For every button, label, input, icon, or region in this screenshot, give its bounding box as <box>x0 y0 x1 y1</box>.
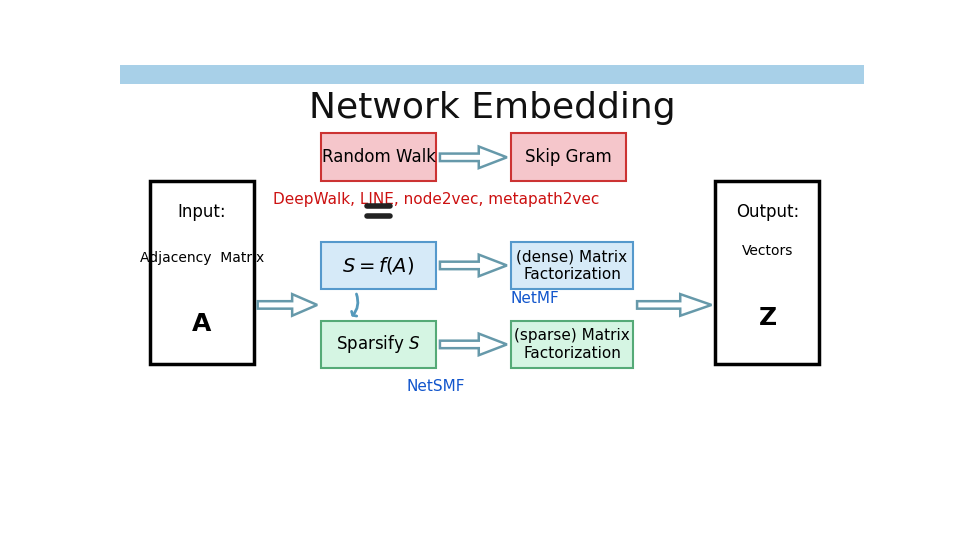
Text: $\mathbf{A}$: $\mathbf{A}$ <box>191 312 212 336</box>
Text: NetSMF: NetSMF <box>407 379 466 394</box>
Text: $S = f(A)$: $S = f(A)$ <box>343 255 415 276</box>
FancyBboxPatch shape <box>511 321 634 368</box>
FancyBboxPatch shape <box>715 181 820 364</box>
Text: Adjacency  Matrix: Adjacency Matrix <box>140 251 264 265</box>
Text: Network Embedding: Network Embedding <box>309 91 675 125</box>
Polygon shape <box>637 294 711 316</box>
FancyBboxPatch shape <box>511 133 626 181</box>
FancyBboxPatch shape <box>321 133 436 181</box>
FancyBboxPatch shape <box>511 241 634 289</box>
Polygon shape <box>257 294 317 316</box>
Text: NetMF: NetMF <box>511 292 560 306</box>
Text: Output:: Output: <box>735 204 799 221</box>
FancyBboxPatch shape <box>321 241 436 289</box>
FancyBboxPatch shape <box>321 321 436 368</box>
Text: DeepWalk, LINE, node2vec, metapath2vec: DeepWalk, LINE, node2vec, metapath2vec <box>273 192 599 207</box>
Text: Random Walk: Random Walk <box>322 148 436 166</box>
Text: $\mathbf{Z}$: $\mathbf{Z}$ <box>757 306 777 330</box>
Polygon shape <box>440 146 507 168</box>
FancyBboxPatch shape <box>120 65 864 84</box>
Text: Input:: Input: <box>178 204 227 221</box>
Text: Skip Gram: Skip Gram <box>525 148 612 166</box>
Text: Vectors: Vectors <box>741 244 793 258</box>
Text: Sparsify $S$: Sparsify $S$ <box>336 333 420 355</box>
Polygon shape <box>440 334 507 355</box>
Polygon shape <box>440 255 507 276</box>
Text: (dense) Matrix
Factorization: (dense) Matrix Factorization <box>516 249 628 282</box>
Text: (sparse) Matrix
Factorization: (sparse) Matrix Factorization <box>515 328 630 361</box>
FancyBboxPatch shape <box>150 181 253 364</box>
